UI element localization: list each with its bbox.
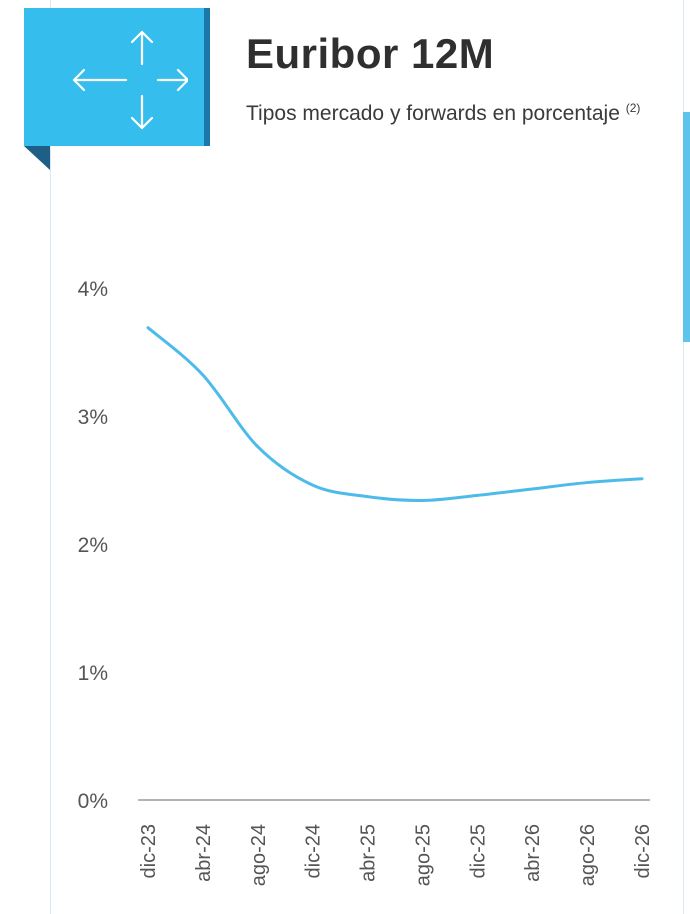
y-tick-label: 3% — [78, 406, 108, 429]
y-tick-label: 0% — [78, 790, 108, 813]
x-tick-label: ago-26 — [577, 824, 599, 886]
x-tick-label: ago-24 — [248, 824, 270, 886]
line-chart: 0% 1% 2% 3% 4% dic-23 abr-24 ago-24 dic-24 abr-25… — [78, 278, 654, 886]
x-tick-label: abr-26 — [522, 824, 544, 882]
icon-box-fold — [24, 146, 50, 170]
left-border — [50, 0, 51, 914]
x-tick-label: dic-23 — [138, 824, 160, 878]
chart-subtitle: Tipos mercado y forwards en porcentaje (… — [246, 100, 646, 128]
y-tick-label: 4% — [78, 278, 108, 301]
icon-box-edge — [204, 8, 210, 146]
header-icon-box — [24, 8, 210, 146]
x-tick-label: abr-24 — [193, 824, 215, 882]
move-arrows-icon — [72, 30, 188, 130]
y-tick-label: 2% — [78, 534, 108, 557]
x-tick-label: dic-25 — [467, 824, 489, 878]
footnote-marker: (2) — [625, 101, 641, 115]
scrollbar-thumb[interactable] — [683, 112, 690, 342]
chart-title: Euribor 12M — [246, 30, 495, 77]
x-tick-label: abr-25 — [358, 824, 380, 882]
x-tick-label: ago-25 — [412, 824, 434, 886]
series-line — [146, 326, 644, 502]
y-tick-label: 1% — [78, 662, 108, 685]
right-border — [683, 0, 684, 914]
subtitle-text: Tipos mercado y forwards en porcentaje — [246, 102, 620, 125]
x-tick-label: dic-24 — [303, 824, 325, 878]
x-tick-label: dic-26 — [632, 824, 654, 878]
